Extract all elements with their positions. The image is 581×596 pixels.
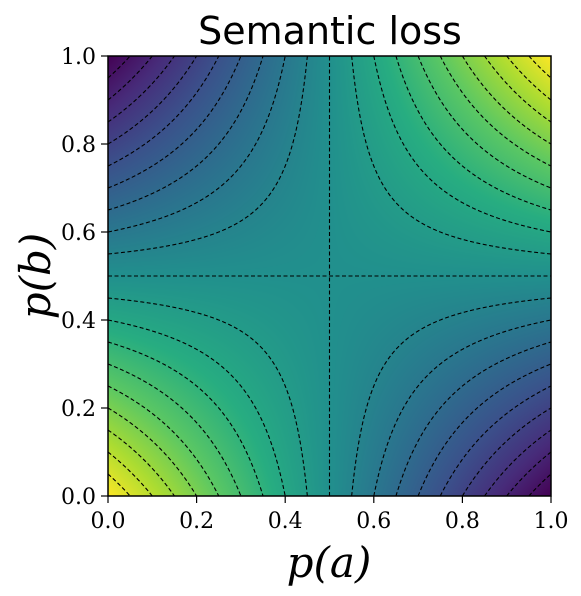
contour-line [107,297,308,497]
x-tick-label: 0.8 [445,509,480,534]
y-tick-label: 0.6 [61,221,96,246]
contour-line [484,429,552,497]
contour-line [107,407,198,497]
contour-line [351,55,552,255]
contour-line [417,363,552,497]
contour-line [484,55,552,123]
y-tick-label: 0.8 [61,133,96,158]
plot-frame [107,55,552,497]
contour-line [107,55,131,79]
contour-line [107,341,264,497]
y-tick-label: 0.0 [61,485,96,510]
contour-line [107,55,264,211]
contour-line [461,55,552,145]
contour-line [107,473,131,497]
contour-line [107,451,153,497]
contour-line [351,297,552,497]
contour-line [107,55,198,145]
contour-line [107,55,286,233]
contour-line [395,341,552,497]
contour-line [107,363,242,497]
contour-line [107,55,242,189]
chart-title: Semantic loss [198,9,462,53]
x-axis-label: p(a) [287,538,372,587]
x-tick-label: 1.0 [534,509,569,534]
x-tick-label: 0.4 [268,509,303,534]
x-tick-label: 0.6 [356,509,391,534]
contour-line [528,55,552,79]
contour-line [107,55,175,123]
plot-area [107,55,552,497]
contour-line [373,55,552,233]
contour-line [439,55,552,167]
contour-line [528,473,552,497]
y-tick-label: 0.2 [61,397,96,422]
y-tick-label: 1.0 [61,45,96,70]
contour-line [373,319,552,497]
x-tick-label: 0.0 [91,509,126,534]
contour-line [506,55,552,101]
contour-line [107,319,286,497]
x-tick-label: 0.2 [179,509,214,534]
contour-line [107,55,153,101]
y-axis-ticks: 0.0 0.2 0.4 0.6 0.8 1.0 [61,45,108,510]
x-axis-ticks: 0.0 0.2 0.4 0.6 0.8 1.0 [91,496,569,534]
contour-line [107,55,220,167]
contour-line [417,55,552,189]
contour-line [107,385,220,497]
contour-line [506,451,552,497]
y-tick-label: 0.4 [61,309,96,334]
contour-line [107,55,308,255]
contour-line [107,429,175,497]
y-axis-label: p(b) [11,233,60,320]
contour-lines [107,55,552,497]
contour-line [439,385,552,497]
contour-line [461,407,552,497]
contour-line [395,55,552,211]
